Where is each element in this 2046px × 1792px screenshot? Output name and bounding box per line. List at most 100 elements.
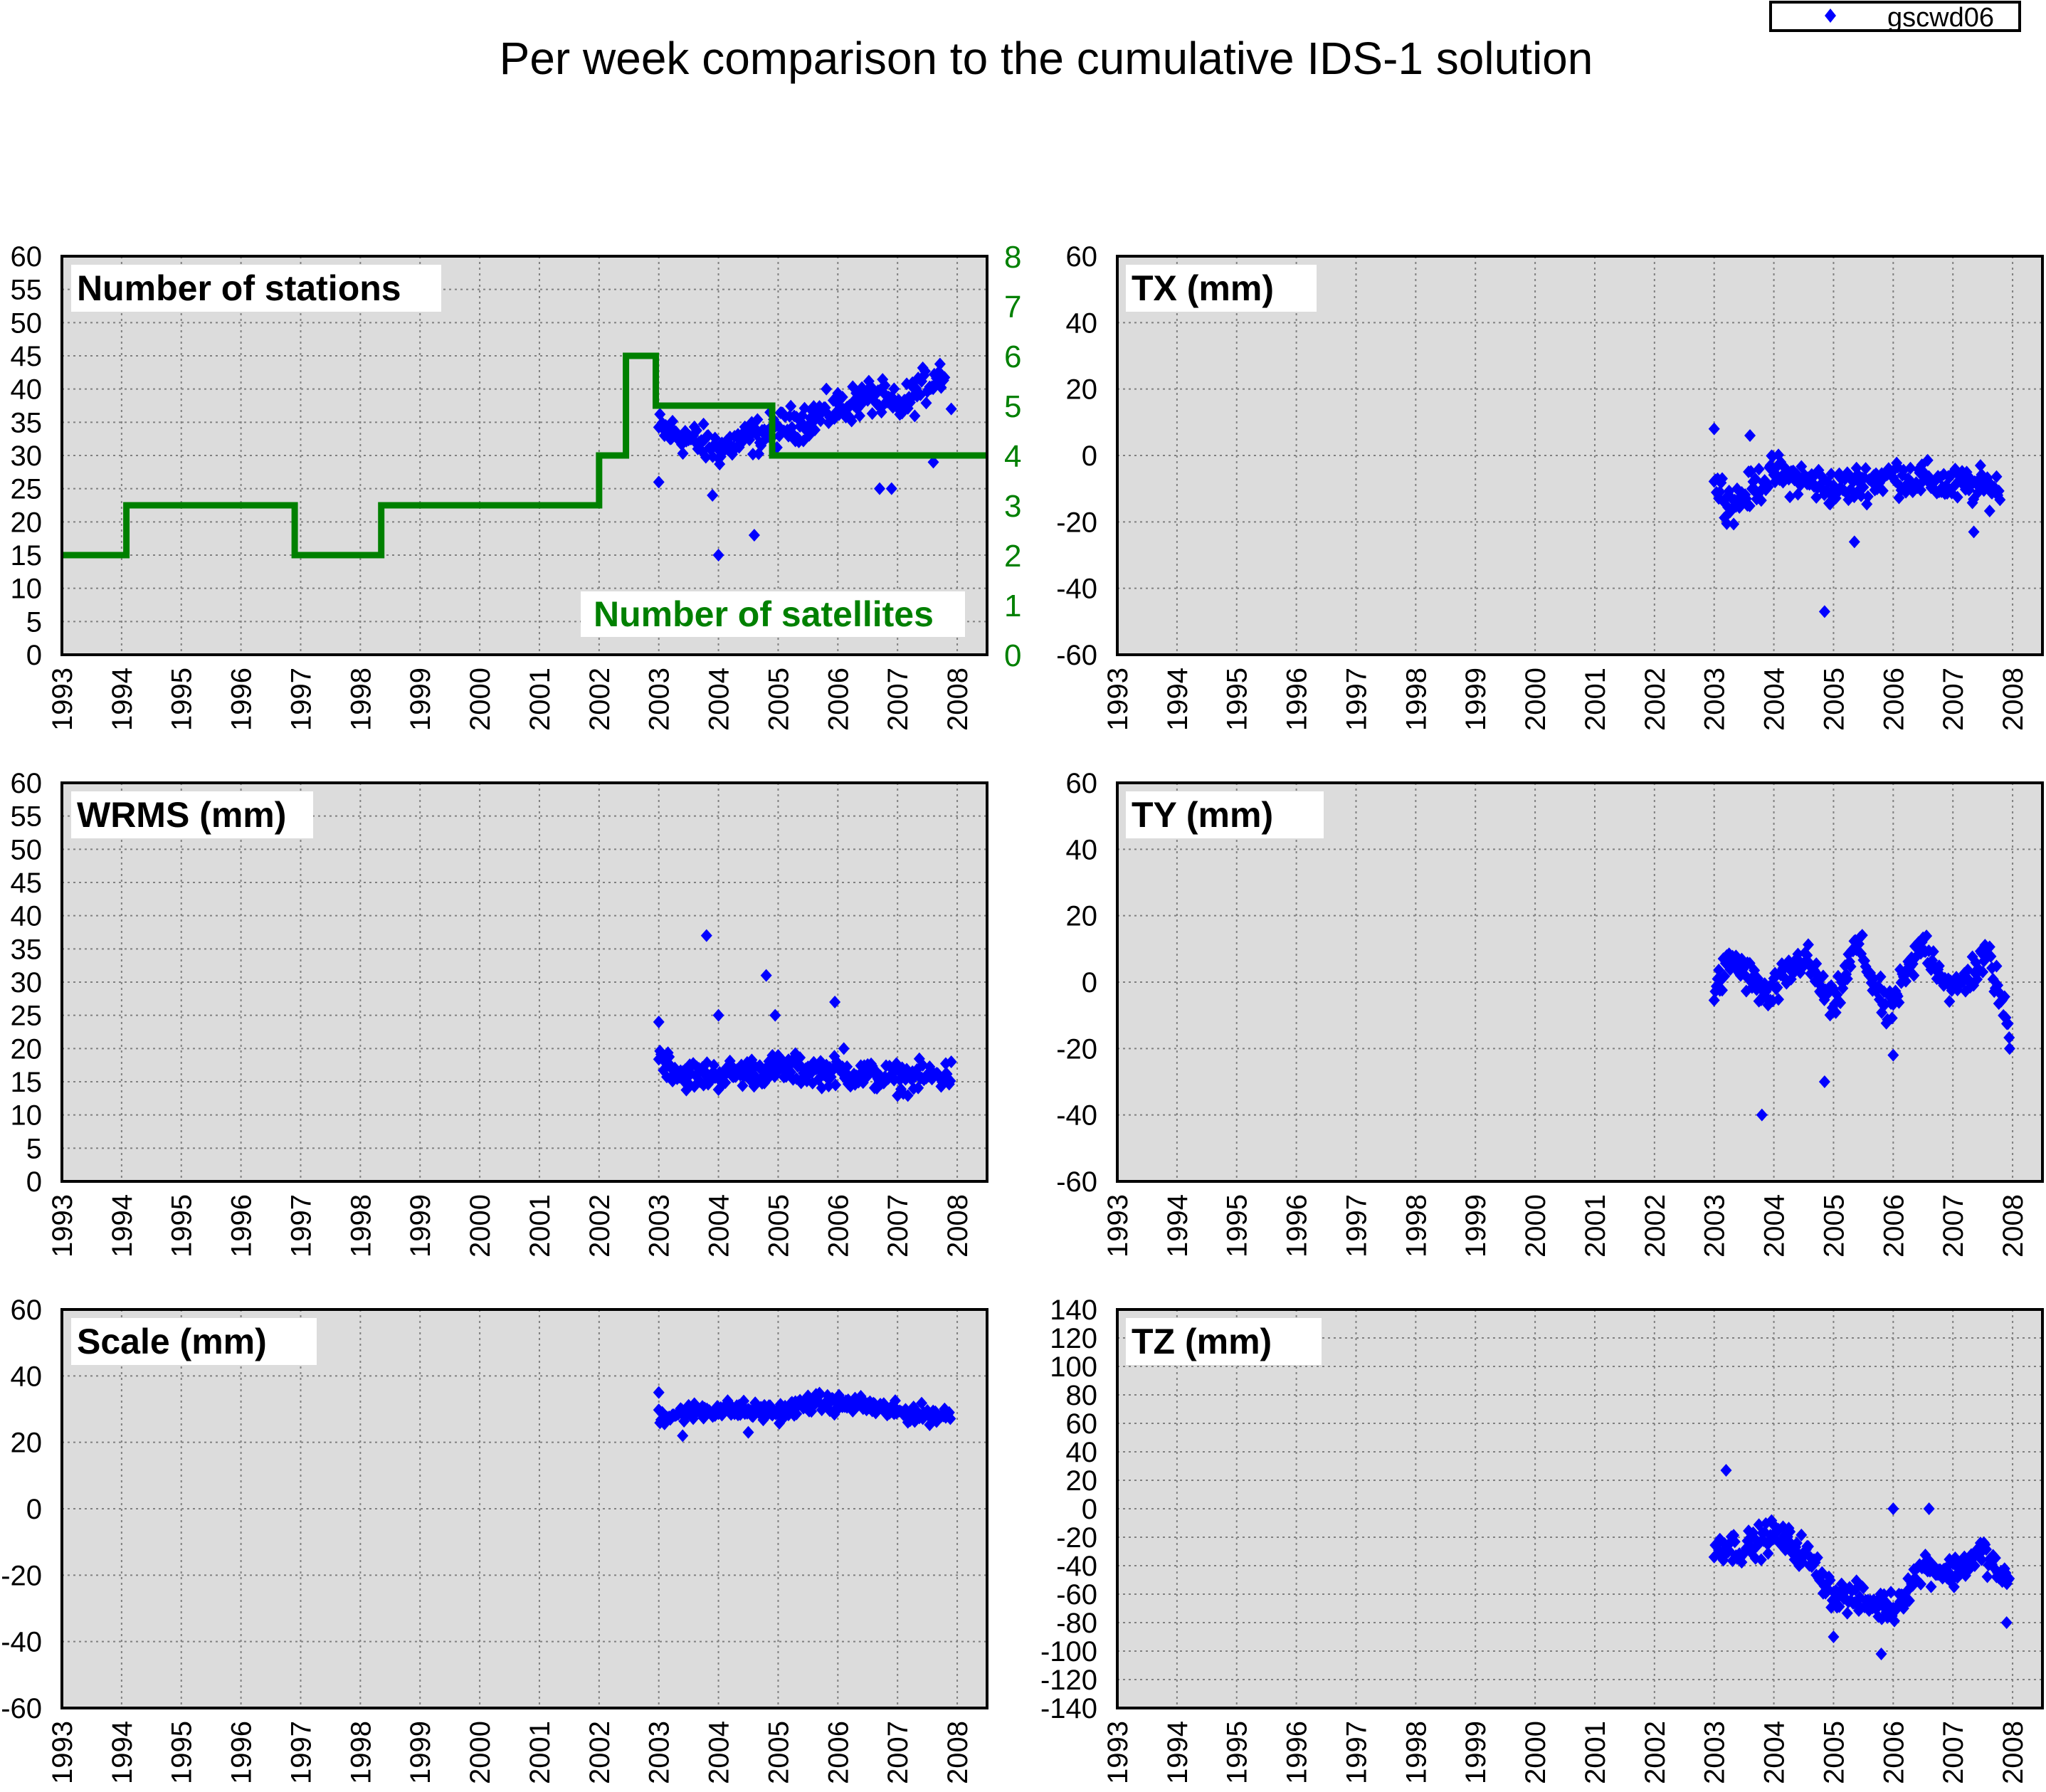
data-point xyxy=(1860,462,1872,475)
x-tick-label: 2005 xyxy=(1818,1721,1850,1784)
data-point xyxy=(821,382,833,396)
y-tick-label: 25 xyxy=(11,474,43,505)
x-tick-label: 2004 xyxy=(704,1721,735,1784)
y-tick-label: 40 xyxy=(11,1361,43,1392)
data-point xyxy=(1998,990,2010,1003)
panel-scale: 1993 1994 1995 1996 1997 1998 1999 2000 2001 2002… xyxy=(1,1295,988,1784)
data-point xyxy=(939,371,951,384)
y-tick-label: 20 xyxy=(1066,374,1098,406)
x-tick-label: 2005 xyxy=(1818,1194,1850,1258)
y-tick-label: -80 xyxy=(1056,1608,1097,1639)
x-tick-label: 2008 xyxy=(1998,1194,2029,1258)
y-tick-label: 50 xyxy=(11,834,43,865)
panel-label: TY (mm) xyxy=(1132,795,1273,835)
legend-box xyxy=(1769,1,2021,32)
data-point xyxy=(760,969,772,982)
x-tick-label: 2007 xyxy=(1938,668,1969,731)
x-tick-label: 2001 xyxy=(524,1194,556,1258)
data-point xyxy=(1830,1006,1842,1019)
y2-tick-label: 7 xyxy=(1004,290,1021,325)
x-tick-label: 1996 xyxy=(1282,668,1313,731)
x-tick-label: 1998 xyxy=(1401,1194,1432,1258)
data-point xyxy=(1771,981,1783,994)
x-tick-label: 2006 xyxy=(823,1194,854,1258)
data-point xyxy=(1721,517,1733,530)
data-point xyxy=(653,1016,665,1028)
y-tick-label: 35 xyxy=(11,934,43,965)
data-point xyxy=(677,447,689,460)
x-tick-label: 2006 xyxy=(823,668,854,731)
x-tick-label: 1997 xyxy=(285,1194,317,1258)
data-point xyxy=(1848,535,1860,549)
x-tick-label: 2004 xyxy=(1759,1721,1791,1784)
x-tick-label: 1993 xyxy=(1102,1721,1134,1784)
y-tick-label: 120 xyxy=(1050,1323,1097,1354)
data-point xyxy=(794,1051,806,1065)
x-tick-label: 2008 xyxy=(942,668,974,731)
data-point xyxy=(1791,1537,1803,1550)
satellites-step-line xyxy=(62,352,987,559)
x-tick-label: 1999 xyxy=(405,1721,436,1784)
panel-label-box xyxy=(1126,265,1317,312)
data-point xyxy=(888,382,900,396)
data-point xyxy=(1994,493,2006,507)
data-point xyxy=(1983,504,1995,517)
y2-tick-label: 4 xyxy=(1004,439,1021,474)
x-tick-label: 1999 xyxy=(405,668,436,731)
y-tick-label: 10 xyxy=(11,1100,43,1132)
x-tick-label: 1993 xyxy=(47,668,78,731)
y-tick-label: -100 xyxy=(1040,1636,1097,1667)
x-tick-label: 2002 xyxy=(1640,668,1671,731)
x-tick-label: 1999 xyxy=(1460,1194,1492,1258)
y-tick-label: -20 xyxy=(1056,507,1097,538)
x-tick-label: 1997 xyxy=(1341,1721,1372,1784)
data-point xyxy=(1968,525,1980,539)
data-point xyxy=(663,1050,675,1064)
data-point xyxy=(802,1389,814,1403)
y-tick-label: -60 xyxy=(1056,1166,1097,1198)
y-tick-label: 25 xyxy=(11,1001,43,1032)
x-tick-label: 2006 xyxy=(1878,668,1909,731)
data-point xyxy=(1720,1464,1732,1477)
data-point xyxy=(1983,940,1995,954)
data-point xyxy=(1773,993,1785,1006)
y-tick-label: 40 xyxy=(1066,307,1098,339)
data-point xyxy=(1993,484,2005,497)
x-tick-label: 1997 xyxy=(1341,668,1372,731)
data-point xyxy=(1756,1108,1768,1122)
data-point xyxy=(945,1055,957,1068)
data-point xyxy=(700,929,712,942)
x-tick-label: 1995 xyxy=(1222,668,1253,731)
data-point xyxy=(1845,960,1857,974)
data-point xyxy=(1835,996,1847,1009)
data-point xyxy=(653,1386,665,1399)
panel-label-box xyxy=(71,265,441,312)
x-tick-label: 2005 xyxy=(763,668,794,731)
x-tick-label: 2004 xyxy=(1759,668,1791,731)
x-tick-label: 1993 xyxy=(47,1721,78,1784)
x-tick-label: 1994 xyxy=(1162,1194,1193,1258)
data-point xyxy=(1755,494,1767,507)
data-point xyxy=(2003,1572,2015,1586)
y-tick-label: 60 xyxy=(11,1295,43,1326)
data-point xyxy=(866,407,878,421)
data-point xyxy=(1784,1525,1796,1539)
y-tick-label: 20 xyxy=(11,1428,43,1459)
data-point xyxy=(707,489,719,502)
data-point xyxy=(1927,945,1939,959)
y-tick-label: 40 xyxy=(1066,1437,1098,1468)
data-point xyxy=(1729,1535,1741,1549)
x-tick-label: 2006 xyxy=(823,1721,854,1784)
y-tick-label: 55 xyxy=(11,275,43,306)
data-point xyxy=(1784,490,1796,504)
data-point xyxy=(1833,1600,1845,1613)
x-tick-label: 1993 xyxy=(1102,668,1134,731)
data-point xyxy=(1795,1528,1808,1541)
data-point xyxy=(1824,1574,1836,1587)
data-point xyxy=(1753,463,1765,476)
data-point xyxy=(2002,1017,2014,1031)
y-tick-label: 40 xyxy=(11,374,43,406)
data-point xyxy=(1985,949,1997,963)
data-point xyxy=(1857,1581,1870,1595)
data-point xyxy=(1925,1580,1937,1593)
